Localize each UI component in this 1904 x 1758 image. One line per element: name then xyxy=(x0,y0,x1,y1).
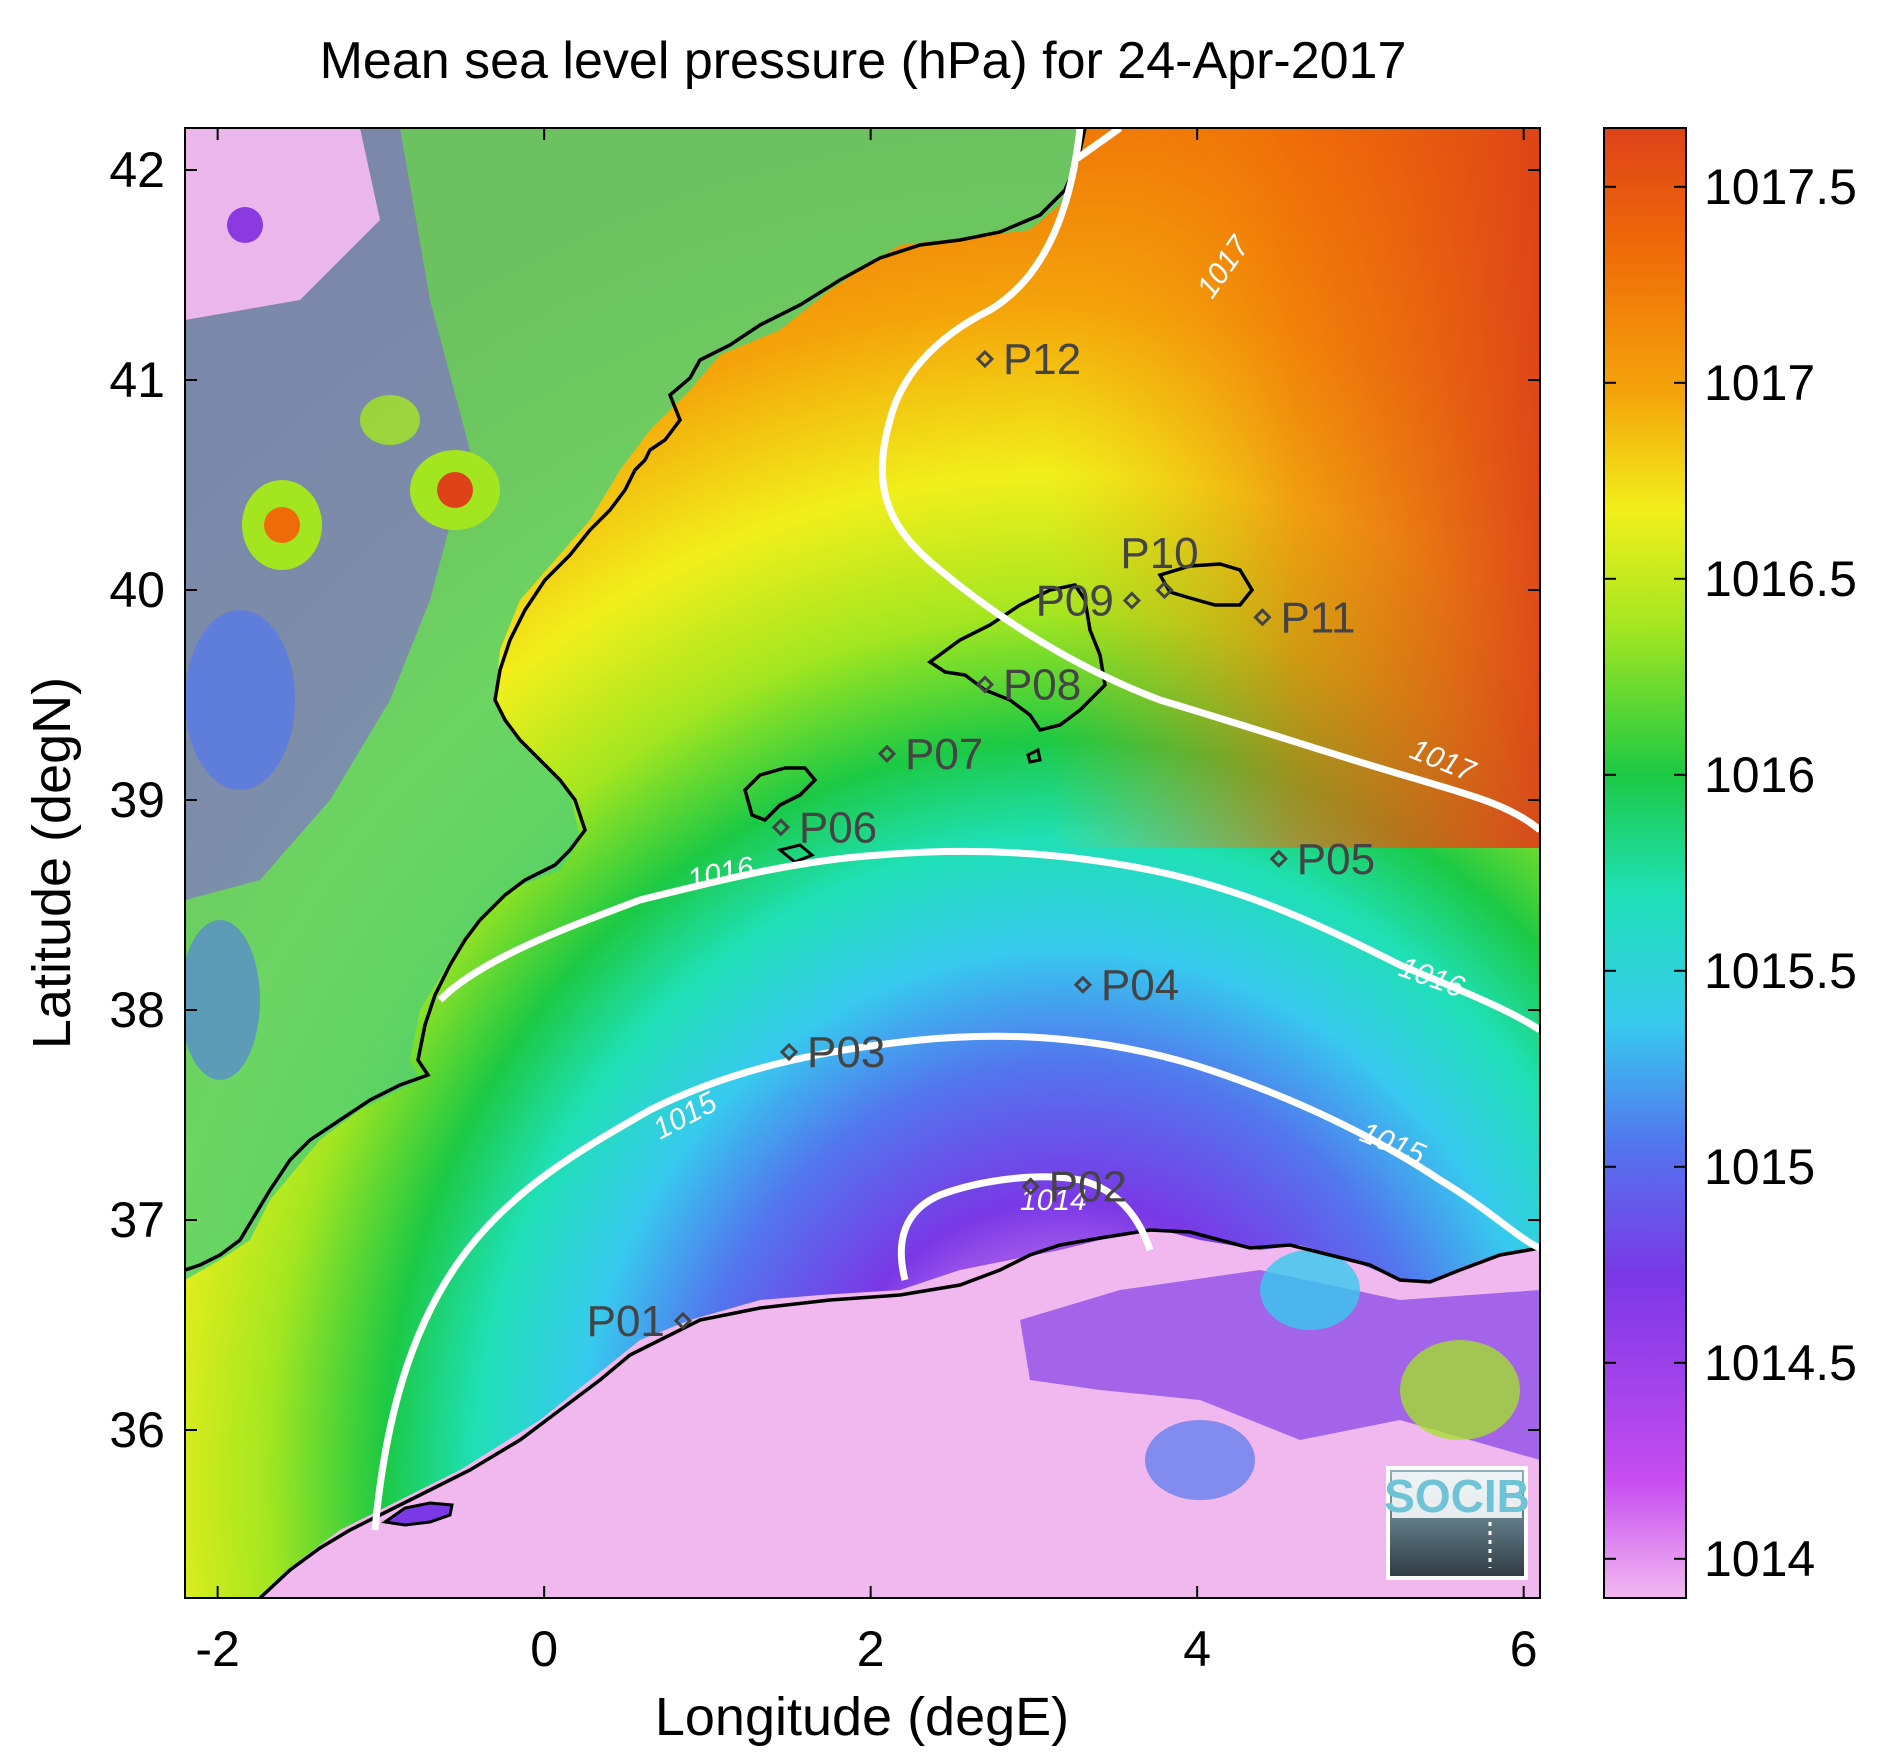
coastline-spain-south-islet xyxy=(381,1501,454,1527)
colorbar-tick-label: 1014.5 xyxy=(1704,1335,1857,1391)
station-p05: P05 xyxy=(1269,835,1375,884)
colorbar-tick-label: 1015.5 xyxy=(1704,943,1857,999)
colorbar-tick-label: 1015 xyxy=(1704,1139,1815,1195)
station-p01: P01 xyxy=(587,1297,693,1346)
island-ibiza xyxy=(743,766,818,823)
x-tick-label: 4 xyxy=(1183,1621,1211,1677)
station-marker xyxy=(975,675,995,694)
coastline-iberia xyxy=(185,128,1087,1272)
terrain-africa-1 xyxy=(1260,1250,1360,1330)
station-label: P09 xyxy=(1036,577,1114,626)
station-label: P02 xyxy=(1049,1162,1127,1211)
contour-label-1014: 1014 xyxy=(1020,1184,1087,1217)
terrain-high-3 xyxy=(360,395,420,445)
station-marker xyxy=(1269,849,1288,868)
station-marker xyxy=(975,349,995,369)
x-tick-label: 6 xyxy=(1510,1621,1538,1677)
y-tick-label: 41 xyxy=(109,352,165,408)
plot-frame xyxy=(184,127,1541,1599)
y-tick-label: 37 xyxy=(109,1192,165,1248)
station-label: P01 xyxy=(587,1297,665,1346)
station-p06: P06 xyxy=(771,803,877,852)
terrain-peak-2 xyxy=(437,472,473,508)
terrain-low-1 xyxy=(185,610,295,790)
socib-logo: SOCIB xyxy=(1384,1466,1530,1580)
y-tick-label: 36 xyxy=(109,1402,165,1458)
island-menorca xyxy=(1157,562,1255,607)
station-marker xyxy=(877,744,897,763)
x-axis-label: Longitude (degE) xyxy=(655,1687,1069,1747)
station-p03: P03 xyxy=(779,1028,885,1077)
colorbar-tick-label: 1017 xyxy=(1704,355,1815,411)
high-pressure-region xyxy=(1050,128,1540,848)
station-p10: P10 xyxy=(1120,529,1199,600)
station-p04: P04 xyxy=(1073,961,1179,1010)
colorbar-ticks: 1014 1014.5 1015 1015.5 1016 1016.5 1017 1017.5 xyxy=(1604,159,1857,1587)
station-label: P11 xyxy=(1280,593,1355,642)
station-marker xyxy=(1253,608,1272,627)
chart-title: Mean sea level pressure (hPa) for 24-Apr… xyxy=(320,32,1407,90)
station-label: P07 xyxy=(905,730,983,779)
y-tick-label: 38 xyxy=(109,982,165,1038)
colorbar-tick-label: 1016 xyxy=(1704,747,1815,803)
colorbar-tick-label: 1016.5 xyxy=(1704,551,1857,607)
colorbar-tick-label: 1017.5 xyxy=(1704,159,1857,215)
land-iberia-northwest xyxy=(185,128,380,320)
station-marker xyxy=(1155,580,1174,600)
station-marker xyxy=(673,1311,693,1330)
terrain-low-2 xyxy=(185,920,260,1080)
station-p09: P09 xyxy=(1036,577,1141,626)
x-axis: -2 0 2 4 6 xyxy=(195,128,1538,1677)
terrain-spot xyxy=(227,207,263,243)
island-formentera xyxy=(776,843,815,864)
y-axis: 36 37 38 39 40 41 42 xyxy=(109,142,1540,1458)
terrain-peak-1 xyxy=(264,507,300,543)
contour-1015 xyxy=(371,1032,1540,1531)
station-marker xyxy=(1073,975,1093,994)
station-marker xyxy=(1122,591,1141,610)
x-tick-label: -2 xyxy=(195,1621,239,1677)
terrain-africa-2 xyxy=(1400,1340,1520,1440)
station-label: P04 xyxy=(1101,961,1179,1010)
station-marker xyxy=(779,1042,799,1062)
colorbar-gradient xyxy=(1603,127,1687,1599)
y-tick-label: 40 xyxy=(109,562,165,618)
map-plot-area: 1017 1017 1016 1016 1015 1015 1014 P01P0… xyxy=(185,128,1540,1598)
terrain-africa-3 xyxy=(1145,1420,1255,1500)
contour-1017-top xyxy=(1072,128,1123,163)
station-p11: P11 xyxy=(1253,593,1356,642)
station-label: P12 xyxy=(1003,335,1081,384)
station-label: P10 xyxy=(1120,529,1198,578)
colorbar-tick-label: 1014 xyxy=(1704,1531,1815,1587)
contour-1014 xyxy=(897,1173,1154,1281)
station-label: P06 xyxy=(799,803,877,852)
station-label: P03 xyxy=(807,1028,885,1077)
station-label: P05 xyxy=(1297,835,1375,884)
station-marker xyxy=(771,818,790,837)
station-p08: P08 xyxy=(975,661,1081,710)
x-tick-label: 2 xyxy=(857,1621,885,1677)
x-tick-label: 0 xyxy=(530,1621,558,1677)
contour-1016 xyxy=(437,847,1540,1033)
coastline-north-africa xyxy=(258,1228,1540,1598)
island-cabrera xyxy=(1026,747,1042,764)
station-p07: P07 xyxy=(877,730,983,779)
station-label: P08 xyxy=(1003,661,1081,710)
y-axis-label: Latitude (degN) xyxy=(22,677,82,1049)
station-p02: P02 xyxy=(1021,1162,1127,1211)
y-tick-label: 39 xyxy=(109,772,165,828)
colorbar: 1014 1014.5 1015 1015.5 1016 1016.5 1017 1017.5 xyxy=(1603,127,1857,1599)
svg-text:SOCIB: SOCIB xyxy=(1384,1470,1530,1522)
y-tick-label: 42 xyxy=(109,142,165,198)
station-marker xyxy=(1021,1177,1040,1196)
station-p12: P12 xyxy=(975,335,1081,384)
contour-1017 xyxy=(878,128,1540,833)
